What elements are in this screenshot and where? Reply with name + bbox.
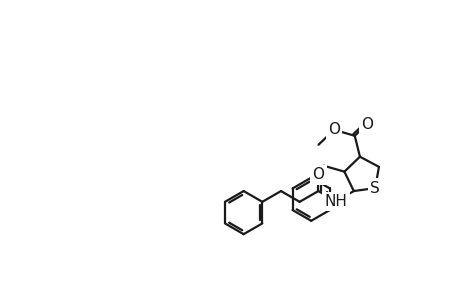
Text: O: O [360, 117, 372, 132]
Text: S: S [369, 181, 379, 196]
Text: O: O [312, 167, 324, 182]
Text: O: O [327, 122, 339, 137]
Text: NH: NH [324, 194, 347, 209]
